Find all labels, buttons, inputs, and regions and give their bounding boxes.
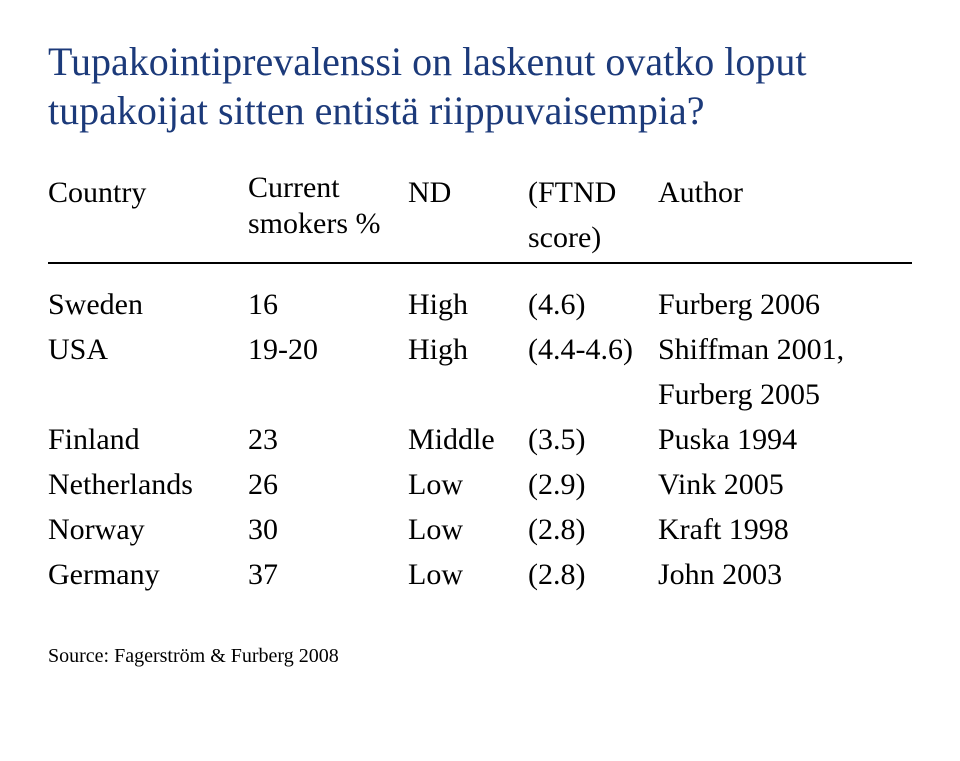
cell-author: Kraft 1998: [658, 507, 912, 552]
table-row: Norway 30 Low (2.8) Kraft 1998: [48, 507, 912, 552]
header-score: (FTND score): [528, 170, 658, 260]
title-line-2: tupakoijat sitten entistä riippuvaisempi…: [48, 88, 705, 133]
cell-score: [528, 372, 658, 417]
table-row: Germany 37 Low (2.8) John 2003: [48, 552, 912, 597]
cell-smokers: 30: [248, 507, 408, 552]
cell-score: (2.8): [528, 507, 658, 552]
cell-nd: Low: [408, 507, 528, 552]
cell-nd: High: [408, 282, 528, 327]
table-row: Netherlands 26 Low (2.9) Vink 2005: [48, 462, 912, 507]
cell-author: Furberg 2005: [658, 372, 912, 417]
table-header-row: Country Current smokers % ND (FTND score…: [48, 170, 912, 260]
header-nd: ND: [408, 170, 528, 260]
cell-smokers: [248, 372, 408, 417]
title-line-1: Tupakointiprevalenssi on laskenut ovatko…: [48, 39, 806, 84]
slide-title: Tupakointiprevalenssi on laskenut ovatko…: [48, 38, 912, 136]
cell-nd: Middle: [408, 417, 528, 462]
cell-score: (2.8): [528, 552, 658, 597]
cell-smokers: 19-20: [248, 327, 408, 372]
table-row: USA 19-20 High (4.4-4.6) Shiffman 2001,: [48, 327, 912, 372]
cell-author: Puska 1994: [658, 417, 912, 462]
cell-country: USA: [48, 327, 248, 372]
cell-country: Finland: [48, 417, 248, 462]
cell-smokers: 23: [248, 417, 408, 462]
table-row: Furberg 2005: [48, 372, 912, 417]
cell-country: Germany: [48, 552, 248, 597]
table-body: Sweden 16 High (4.6) Furberg 2006 USA 19…: [48, 282, 912, 597]
header-smokers-line2: smokers %: [248, 206, 408, 242]
header-author: Author: [658, 170, 912, 260]
cell-nd: [408, 372, 528, 417]
cell-smokers: 16: [248, 282, 408, 327]
cell-author: Furberg 2006: [658, 282, 912, 327]
table-row: Sweden 16 High (4.6) Furberg 2006: [48, 282, 912, 327]
cell-nd: Low: [408, 462, 528, 507]
cell-score: (2.9): [528, 462, 658, 507]
cell-author: Shiffman 2001,: [658, 327, 912, 372]
cell-smokers: 26: [248, 462, 408, 507]
cell-author: Vink 2005: [658, 462, 912, 507]
table-row: Finland 23 Middle (3.5) Puska 1994: [48, 417, 912, 462]
cell-country: Netherlands: [48, 462, 248, 507]
cell-smokers: 37: [248, 552, 408, 597]
cell-score: (4.6): [528, 282, 658, 327]
cell-country: Norway: [48, 507, 248, 552]
cell-score: (3.5): [528, 417, 658, 462]
cell-nd: High: [408, 327, 528, 372]
header-rule: [48, 262, 912, 264]
cell-country: Sweden: [48, 282, 248, 327]
header-smokers-line1: Current: [248, 170, 408, 206]
source-footnote: Source: Fagerström & Furberg 2008: [48, 645, 912, 668]
header-country: Country: [48, 170, 248, 260]
header-smokers: Current smokers %: [248, 170, 408, 260]
data-table: Country Current smokers % ND (FTND score…: [48, 170, 912, 597]
cell-author: John 2003: [658, 552, 912, 597]
cell-country: [48, 372, 248, 417]
slide: Tupakointiprevalenssi on laskenut ovatko…: [0, 0, 960, 761]
cell-score: (4.4-4.6): [528, 327, 658, 372]
cell-nd: Low: [408, 552, 528, 597]
